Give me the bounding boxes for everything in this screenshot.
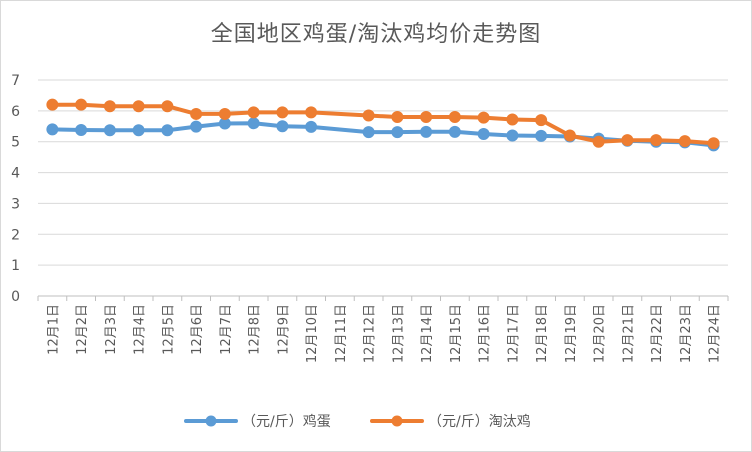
y-tick-label: 7 [11,73,20,89]
x-tick-label: 12月19日 [564,304,579,363]
legend-swatch-marker [391,415,403,427]
x-tick-label: 12月2日 [75,304,90,355]
x-tick-label: 12月13日 [391,304,406,363]
data-point [305,106,318,119]
x-tick-label: 12月12日 [363,304,378,363]
data-point [391,126,404,139]
data-point [46,123,59,136]
y-tick-label: 1 [11,258,20,274]
series-1 [46,98,720,150]
data-point [190,107,203,120]
x-tick-label: 12月1日 [46,304,61,355]
data-point [391,111,404,124]
x-tick-label: 12月10日 [305,304,320,363]
data-point [276,106,289,119]
data-point [420,125,433,138]
legend: （元/斤）鸡蛋 （元/斤）淘汰鸡 [184,413,531,430]
x-tick-label: 12月4日 [133,304,148,355]
data-point [218,107,231,120]
x-tick-label: 12月7日 [219,304,234,355]
data-point [477,128,490,140]
data-point [592,135,605,148]
data-point [46,98,59,111]
series-layer [46,98,720,152]
data-point [535,114,548,127]
data-point [190,120,203,133]
x-tick-label: 12月14日 [420,304,435,363]
legend-label: （元/斤）鸡蛋 [242,413,331,430]
x-tick-label: 12月22日 [650,304,665,363]
legend-item: （元/斤）淘汰鸡 [370,413,531,430]
x-tick-label: 12月20日 [593,304,608,363]
x-tick-label: 12月9日 [276,304,291,355]
data-point [678,135,691,148]
x-tick-label: 12月15日 [449,304,464,363]
x-tick-label: 12月23日 [679,304,694,363]
y-tick-label: 4 [11,166,20,182]
x-tick-label: 12月6日 [190,304,205,355]
data-point [276,120,289,133]
data-point [563,129,576,142]
data-point [362,126,375,139]
data-point [132,100,145,113]
x-tick-label: 12月8日 [248,304,263,355]
data-point [75,98,88,111]
legend-label: （元/斤）淘汰鸡 [428,413,531,430]
legend-swatch-marker [205,415,217,427]
data-point [477,111,490,124]
y-tick-label: 6 [11,104,20,120]
data-point [103,100,116,113]
x-tick-label: 12月21日 [621,304,636,363]
data-point [448,111,461,124]
data-point [621,134,634,147]
x-tick-label: 12月5日 [161,304,176,355]
y-tick-label: 5 [11,135,20,151]
data-point [506,129,519,142]
x-tick-label: 12月18日 [535,304,550,363]
data-point [506,113,519,126]
data-point [420,111,433,124]
data-point [132,124,145,137]
data-point [305,120,318,133]
x-tick-label: 12月17日 [506,304,521,363]
x-tick-label: 12月24日 [708,304,723,363]
data-point [161,100,174,113]
data-point [362,109,375,122]
grid-lines [38,79,728,297]
data-point [75,123,88,136]
y-tick-label: 2 [11,227,20,243]
data-point [448,125,461,138]
x-tick-label: 12月11日 [334,304,349,363]
data-point [247,106,260,119]
y-tick-label: 3 [11,196,20,212]
axes: 0 1 2 3 4 5 6 7 12月1日 12月2日 12月3日 12月4日 12月5日 12月6日 12… [11,73,729,363]
legend-item: （元/斤）鸡蛋 [184,413,331,430]
chart-title: 全国地区鸡蛋/淘汰鸡均价走势图 [210,22,542,47]
x-tick-label: 12月16日 [478,304,493,363]
series-0 [46,117,720,152]
data-point [707,137,720,150]
data-point [103,124,116,137]
y-tick-label: 0 [11,289,20,305]
data-point [161,124,174,137]
data-point [247,117,260,130]
x-tick-label: 12月3日 [104,304,119,355]
data-point [535,129,548,142]
data-point [650,134,663,147]
